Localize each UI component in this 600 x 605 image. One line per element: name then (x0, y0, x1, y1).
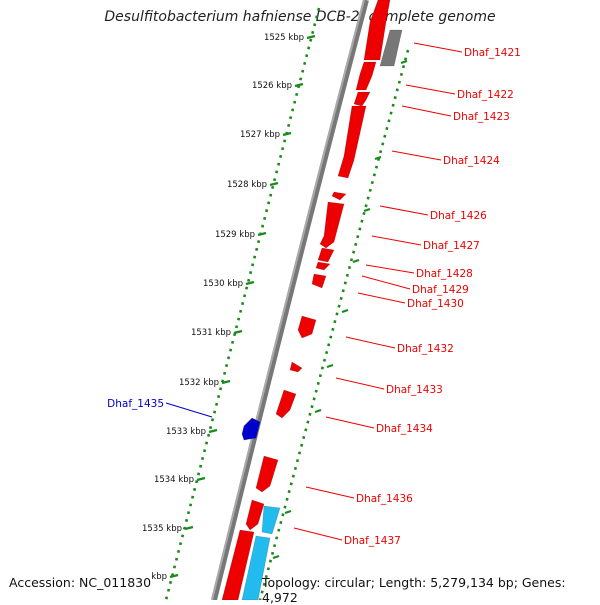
gene-block-forward[interactable] (255, 455, 279, 493)
gene-block-rna[interactable] (241, 535, 271, 600)
ruler-tick-label: 1525 kbp (264, 33, 304, 43)
gene-label[interactable]: Dhaf_1429 (412, 284, 469, 296)
gene-leader-line (401, 105, 452, 117)
gene-leader-line (165, 402, 213, 418)
gene-leader-line (293, 527, 343, 541)
gene-label[interactable]: Dhaf_1436 (356, 493, 413, 505)
gene-leader-line (325, 416, 375, 429)
gene-block-forward[interactable] (353, 91, 371, 107)
gene-label[interactable]: Dhaf_1423 (453, 111, 510, 123)
gene-label[interactable]: Dhaf_1434 (376, 423, 433, 435)
gene-block-forward[interactable] (297, 315, 317, 339)
ruler-tick-label: 1529 kbp (215, 230, 255, 240)
gene-block-forward[interactable] (331, 191, 347, 201)
ruler-dotted-line (164, 7, 321, 600)
ruler-tick (269, 181, 279, 187)
gene-label[interactable]: Dhaf_1430 (407, 298, 464, 310)
ruler-tick (294, 82, 304, 88)
ruler-tick-label: 1528 kbp (227, 180, 267, 190)
accession-text: Accession: NC_011830 (9, 575, 152, 590)
gene-block-forward[interactable] (221, 529, 255, 600)
gene-block-forward[interactable] (363, 0, 391, 61)
ruler-tick-label: 1534 kbp (154, 475, 194, 485)
gene-leader-line (305, 486, 355, 499)
gene-label[interactable]: Dhaf_1432 (397, 343, 454, 355)
ruler-tick (169, 573, 179, 579)
gene-block-forward[interactable] (355, 61, 377, 91)
gene-block-rna[interactable] (261, 505, 281, 535)
gene-label[interactable]: Dhaf_1433 (386, 384, 443, 396)
ruler-tick (184, 525, 194, 531)
genome-title: Desulfitobacterium hafniense DCB-2, comp… (104, 9, 496, 25)
gene-block-forward[interactable] (319, 201, 345, 249)
ruler-tick-label: 1533 kbp (166, 427, 206, 437)
gene-leader-line (379, 205, 429, 216)
ruler-tick (221, 379, 231, 385)
gene-block-forward[interactable] (289, 361, 303, 373)
gene-label[interactable]: Dhaf_1435 (107, 398, 164, 410)
backbone-arc (211, 0, 369, 600)
inner-ruler-tick (341, 308, 349, 314)
gene-leader-line (413, 42, 463, 53)
ruler-tick-label: 1531 kbp (191, 328, 231, 338)
ruler-tick (196, 476, 206, 482)
gene-leader-line (335, 377, 385, 390)
gene-label[interactable]: Dhaf_1426 (430, 210, 487, 222)
ruler-tick (306, 34, 316, 40)
gene-leader-line (345, 336, 396, 349)
ruler-tick (233, 329, 243, 335)
gene-block-forward[interactable] (275, 389, 297, 419)
gene-track (221, 0, 403, 600)
gene-block-forward[interactable] (337, 105, 367, 179)
gene-block-reverse[interactable] (241, 417, 261, 441)
gene-label[interactable]: Dhaf_1427 (423, 240, 480, 252)
gene-labels: Dhaf_1421 Dhaf_1422 Dhaf_1423 Dhaf_1424 Dhaf… (107, 42, 521, 547)
gene-leader-line (405, 84, 456, 95)
inner-ruler-tick (326, 363, 334, 369)
ruler-tick (257, 231, 267, 237)
ruler-tick-label: 1527 kbp (240, 130, 280, 140)
ruler-tick-label: 1532 kbp (179, 378, 219, 388)
ruler-tick-label: kbp (151, 572, 167, 582)
inner-ruler-tick (352, 258, 360, 264)
ruler-tick-label: 1535 kbp (142, 524, 182, 534)
gene-label[interactable]: Dhaf_1421 (464, 47, 521, 59)
inner-ruler-tick (272, 554, 280, 560)
ruler-tick (208, 428, 218, 434)
genome-summary: Topology: circular; Length: 5,279,134 bp… (262, 575, 566, 605)
gene-block-forward[interactable] (245, 499, 265, 531)
inner-ruler-tick (363, 207, 371, 213)
gene-leader-line (357, 292, 406, 304)
gene-leader-line (361, 275, 411, 290)
ruler-tick (282, 131, 292, 137)
genome-backbone (211, 0, 369, 600)
gene-label[interactable]: Dhaf_1422 (457, 89, 514, 101)
gene-label[interactable]: Dhaf_1424 (443, 155, 500, 167)
ruler-tick-label: 1526 kbp (252, 81, 292, 91)
ruler: 1525 kbp 1526 kbp 1527 kbp 1528 kbp 1529 kbp… (142, 7, 410, 600)
gene-leader-line (371, 235, 422, 246)
inner-ruler-tick (400, 59, 408, 65)
gene-block-forward[interactable] (315, 261, 331, 271)
gene-leader-line (365, 264, 415, 274)
gene-block-forward[interactable] (311, 273, 327, 289)
inner-ruler-tick (314, 408, 322, 414)
ruler-tick (245, 280, 255, 286)
backbone-highlight (211, 0, 365, 600)
inner-ruler-tick (284, 509, 292, 515)
gene-block-pseudo[interactable] (379, 29, 403, 67)
ruler-tick-label: 1530 kbp (203, 279, 243, 289)
gene-block-forward[interactable] (317, 247, 335, 263)
gene-label[interactable]: Dhaf_1428 (416, 268, 473, 280)
gene-label[interactable]: Dhaf_1437 (344, 535, 401, 547)
inner-ruler-tick (374, 155, 382, 161)
gene-leader-line (391, 150, 442, 161)
